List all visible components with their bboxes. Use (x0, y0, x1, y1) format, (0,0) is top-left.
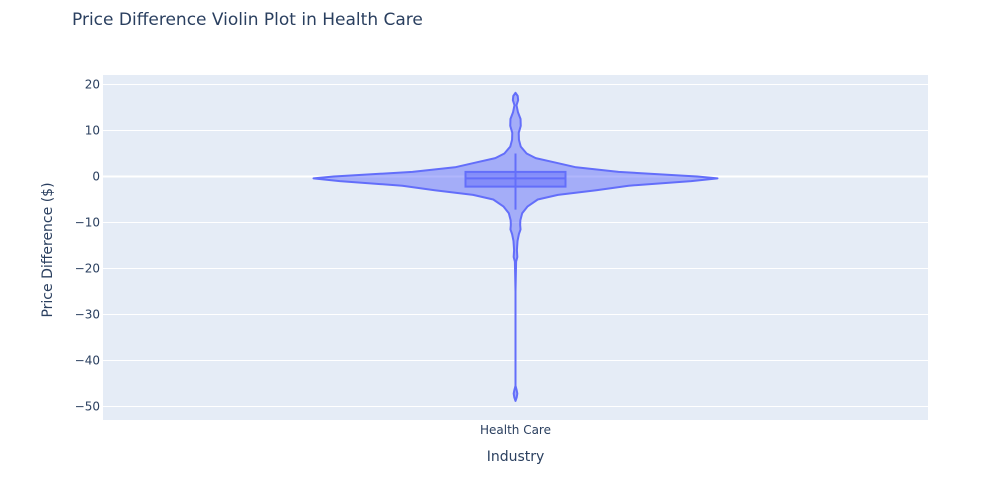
y-tick-label: −40 (75, 354, 100, 368)
y-tick-label: 20 (85, 78, 100, 92)
y-tick-label: −20 (75, 262, 100, 276)
y-tick-label: 10 (85, 124, 100, 138)
chart-title: Price Difference Violin Plot in Health C… (72, 10, 423, 30)
y-tick-label: −50 (75, 400, 100, 414)
violin-series (312, 91, 719, 402)
y-tick-label: 0 (92, 170, 100, 184)
y-tick-labels: 20 10 0 −10 −20 −30 −40 −50 (75, 78, 100, 414)
y-tick-label: −10 (75, 216, 100, 230)
violin-body (312, 91, 719, 402)
x-axis-title: Industry (487, 449, 545, 465)
x-tick-label: Health Care (480, 423, 551, 437)
y-tick-label: −30 (75, 308, 100, 322)
y-axis-title: Price Difference ($) (40, 182, 56, 317)
